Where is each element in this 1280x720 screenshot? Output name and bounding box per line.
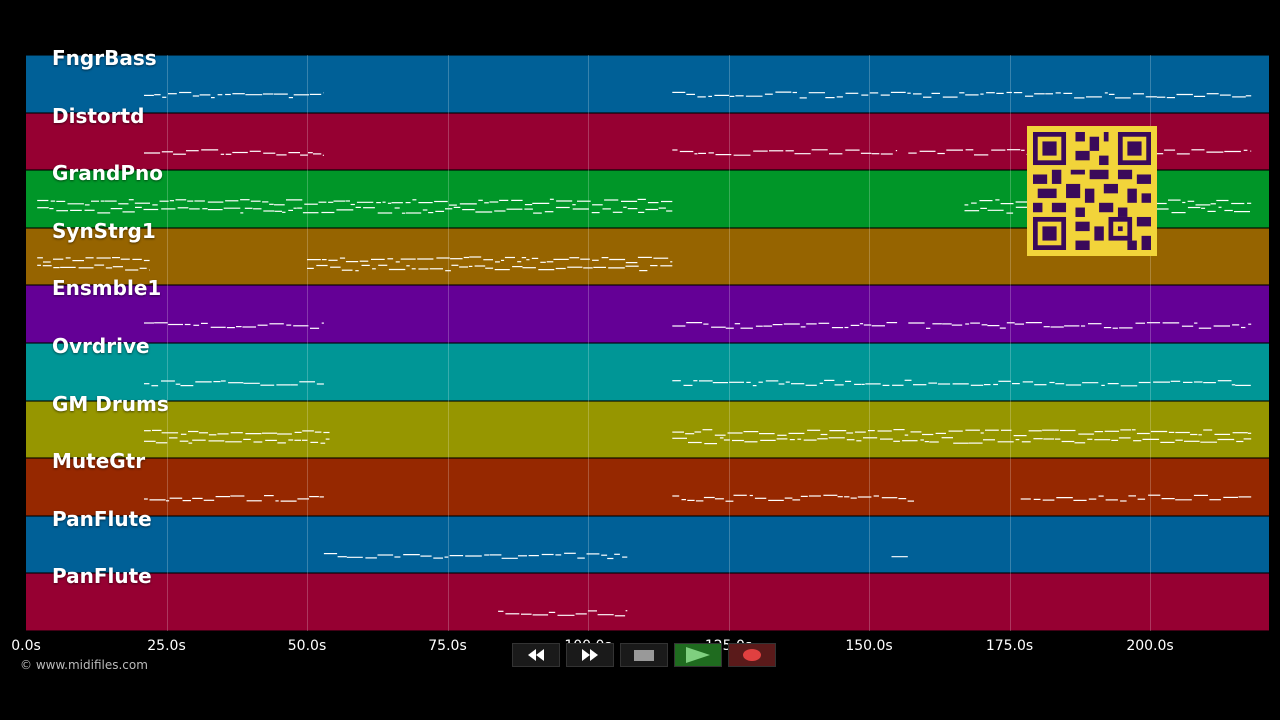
track-name: Distortd	[52, 103, 145, 128]
track-name: GrandPno	[52, 161, 163, 186]
track-lane[interactable]: Ovrdrive	[26, 334, 1269, 401]
time-tick-label: 0.0s	[11, 638, 41, 654]
track-name: SynStrg1	[52, 218, 156, 243]
track-name: Ensmble1	[52, 276, 162, 301]
time-tick-label: 25.0s	[147, 638, 186, 654]
transport-controls	[512, 643, 776, 667]
track-lane[interactable]: Ensmble1	[26, 276, 1269, 343]
time-tick-label: 150.0s	[845, 638, 893, 654]
track-name: MuteGtr	[52, 449, 146, 474]
rewind-button[interactable]	[512, 643, 560, 667]
stop-icon	[634, 649, 654, 661]
fast-forward-icon	[582, 649, 598, 661]
record-button[interactable]	[728, 643, 776, 667]
rewind-icon	[528, 649, 544, 661]
fast-forward-button[interactable]	[566, 643, 614, 667]
track-name: GM Drums	[52, 391, 169, 416]
copyright-text: © www.midifiles.com	[20, 658, 148, 672]
stop-button[interactable]	[620, 643, 668, 667]
time-tick-label: 75.0s	[428, 638, 467, 654]
track-lane[interactable]: FngrBass	[26, 46, 1269, 113]
track-lane[interactable]: MuteGtr	[26, 449, 1269, 516]
track-lane[interactable]: PanFlute	[26, 564, 1269, 631]
qr-code[interactable]	[1027, 126, 1157, 256]
time-tick-label: 175.0s	[985, 638, 1034, 654]
track-lane[interactable]: GM Drums	[26, 392, 1269, 459]
play-button[interactable]	[674, 643, 722, 667]
time-tick-label: 50.0s	[287, 638, 327, 654]
track-lanes: FngrBass Distortd GrandPno SynStrg1 Ensmble1…	[26, 46, 1269, 631]
time-tick-label: 200.0s	[1126, 638, 1174, 654]
track-name: PanFlute	[52, 564, 152, 589]
play-icon	[686, 647, 710, 663]
record-icon	[743, 649, 761, 661]
track-lane[interactable]: PanFlute	[26, 507, 1269, 574]
track-lane[interactable]: SynStrg1	[26, 219, 1269, 286]
qr-code-icon	[1033, 132, 1151, 250]
track-name: FngrBass	[52, 46, 157, 70]
track-name: PanFlute	[52, 506, 152, 531]
track-name: Ovrdrive	[52, 334, 150, 358]
